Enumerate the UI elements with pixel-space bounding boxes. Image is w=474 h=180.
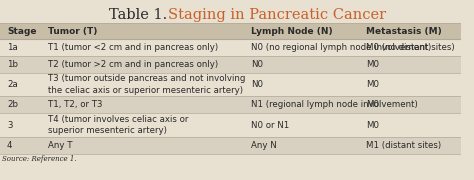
Bar: [0, 137, 461, 154]
Text: T4 (tumor involves celiac axis or: T4 (tumor involves celiac axis or: [48, 115, 189, 124]
Bar: [0, 113, 461, 137]
Text: T3 (tumor outside pancreas and not involving: T3 (tumor outside pancreas and not invol…: [48, 74, 246, 83]
Text: M0 (no distant sites): M0 (no distant sites): [366, 43, 455, 52]
Bar: [0, 23, 461, 39]
Text: superior mesenteric artery): superior mesenteric artery): [48, 126, 167, 135]
Text: Tumor (T): Tumor (T): [48, 27, 98, 36]
Bar: [0, 56, 461, 73]
Text: M0: M0: [366, 121, 379, 130]
Text: Metastasis (M): Metastasis (M): [366, 27, 442, 36]
Text: T1 (tumor <2 cm and in pancreas only): T1 (tumor <2 cm and in pancreas only): [48, 43, 219, 52]
Text: T1, T2, or T3: T1, T2, or T3: [48, 100, 103, 109]
Text: M0: M0: [366, 80, 379, 89]
Text: 3: 3: [7, 121, 12, 130]
Text: N0: N0: [251, 60, 263, 69]
Bar: [0, 96, 461, 113]
Text: N0 (no regional lymph node involvement): N0 (no regional lymph node involvement): [251, 43, 431, 52]
Text: Any T: Any T: [48, 141, 73, 150]
Text: 2b: 2b: [7, 100, 18, 109]
Text: N0 or N1: N0 or N1: [251, 121, 289, 130]
Text: T2 (tumor >2 cm and in pancreas only): T2 (tumor >2 cm and in pancreas only): [48, 60, 219, 69]
Text: M0: M0: [366, 60, 379, 69]
Text: 1a: 1a: [7, 43, 18, 52]
Text: Source: Reference 1.: Source: Reference 1.: [2, 155, 77, 163]
Bar: [0, 39, 461, 56]
Text: Table 1.: Table 1.: [109, 8, 172, 22]
Text: M0: M0: [366, 100, 379, 109]
Text: M1 (distant sites): M1 (distant sites): [366, 141, 441, 150]
Text: Any N: Any N: [251, 141, 277, 150]
Text: Staging in Pancreatic Cancer: Staging in Pancreatic Cancer: [168, 8, 386, 22]
Text: 1b: 1b: [7, 60, 18, 69]
Bar: [0, 73, 461, 96]
Text: 2a: 2a: [7, 80, 18, 89]
Text: the celiac axis or superior mesenteric artery): the celiac axis or superior mesenteric a…: [48, 86, 243, 95]
Text: N1 (regional lymph node involvement): N1 (regional lymph node involvement): [251, 100, 418, 109]
Text: N0: N0: [251, 80, 263, 89]
Text: Stage: Stage: [7, 27, 36, 36]
Text: 4: 4: [7, 141, 12, 150]
Text: Lymph Node (N): Lymph Node (N): [251, 27, 333, 36]
